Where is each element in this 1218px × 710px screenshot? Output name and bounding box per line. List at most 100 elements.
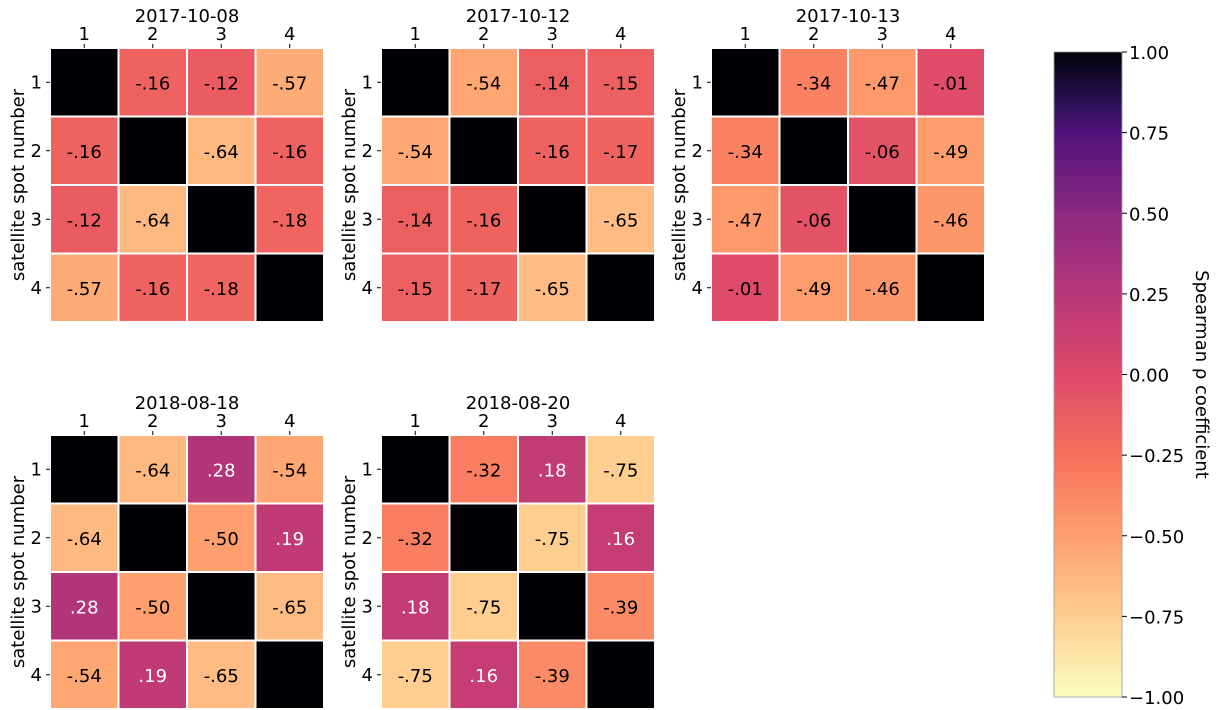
cell-value-label: -.50 [135,597,170,618]
cell-value-label: -.54 [272,460,307,481]
colorbar-tick-label: −1.00 [1129,688,1184,709]
heatmap-cell [517,252,588,323]
cell-value-label: -.16 [535,142,570,163]
heatmap-cell [117,184,188,255]
cell-value-label: -.65 [204,666,239,687]
y-tick-label: 2 [362,141,373,162]
cell-value-label: -.54 [398,142,433,163]
panel-title: 2018-08-18 [135,393,240,414]
y-tick-label: 2 [362,528,373,549]
cell-value-label: -.64 [135,210,170,231]
cell-value-label: -.12 [67,210,102,231]
x-tick-label: 3 [877,24,888,45]
y-axis-label: satellite spot number [669,88,690,281]
y-axis-label: satellite spot number [339,88,360,281]
cell-value-label: -.57 [272,73,307,94]
heatmap-cell [380,434,451,505]
x-tick-label: 1 [410,24,421,45]
heatmap-cell [186,434,257,505]
cell-value-label: -.16 [67,142,102,163]
heatmap-cell [915,252,986,323]
x-tick-label: 3 [216,411,227,432]
colorbar-tick-label: −0.75 [1129,607,1184,628]
cell-value-label: -.17 [466,279,501,300]
cell-value-label: -.64 [135,460,170,481]
x-tick-label: 4 [615,24,626,45]
colorbar-tick-label: −0.25 [1129,446,1184,467]
heatmap-panel: -.64 .28 -.54 -.64 -.50 .19 .28 -.50 -.65 -.54 .19… [8,393,325,710]
cell-value-label: -.64 [204,142,239,163]
heatmap-cell [254,115,325,186]
cell-value-label: -.49 [933,142,968,163]
heatmap-cell [517,434,588,505]
y-tick-label: 1 [362,72,373,93]
cell-value-label: -.14 [398,210,433,231]
heatmap-cell [778,115,849,186]
heatmap-cell [186,252,257,323]
heatmap-panel: -.16 -.12 -.57 -.16 -.64 -.16 -.12 -.64 -.18 -.57… [8,6,325,323]
cell-value-label: -.16 [135,279,170,300]
x-tick-label: 2 [147,411,158,432]
heatmap-panel: -.32 .18 -.75 -.32 -.75 .16 .18 -.75 -.39 -.75 .16… [339,393,656,710]
cell-value-label: -.18 [204,279,239,300]
heatmap-cell [778,184,849,255]
cell-value-label: -.65 [603,210,638,231]
y-tick-label: 2 [31,528,42,549]
x-tick-label: 2 [147,24,158,45]
colorbar-tick-label: 0.75 [1129,124,1169,145]
y-tick-label: 4 [692,278,703,299]
cell-value-label: -.57 [67,279,102,300]
heatmap-cell [448,115,519,186]
cell-value-label: -.47 [728,210,763,231]
y-tick-label: 4 [31,278,42,299]
x-tick-label: 1 [410,411,421,432]
y-tick-label: 3 [362,209,373,230]
heatmap-cell [585,502,656,573]
y-tick-label: 1 [692,72,703,93]
heatmap-cell [117,571,188,642]
cell-value-label: .16 [606,529,635,550]
colorbar-tick-label: 0.50 [1129,204,1169,225]
heatmap-cell [380,252,451,323]
y-tick-label: 3 [362,596,373,617]
y-axis-label: satellite spot number [8,475,29,668]
cell-value-label: .16 [469,666,498,687]
heatmap-cell [517,571,588,642]
cell-value-label: .19 [275,529,304,550]
x-tick-label: 3 [216,24,227,45]
cell-value-label: -.16 [135,73,170,94]
heatmap-cell [117,502,188,573]
cell-value-label: -.12 [204,73,239,94]
heatmap-cell [117,434,188,505]
panel-title: 2017-10-12 [466,6,571,27]
heatmap-cell [117,639,188,710]
y-tick-label: 2 [31,141,42,162]
cell-value-label: -.65 [272,597,307,618]
panel-title: 2017-10-08 [135,6,240,27]
y-tick-label: 1 [362,459,373,480]
heatmap-cell [915,47,986,118]
heatmap-cell [380,502,451,573]
cell-value-label: -.01 [933,73,968,94]
y-tick-label: 3 [31,596,42,617]
heatmap-cell [186,571,257,642]
heatmap-panel: -.54 -.14 -.15 -.54 -.16 -.17 -.14 -.16 -.65 -.15… [339,6,656,323]
x-tick-label: 1 [79,24,90,45]
cell-value-label: -.47 [865,73,900,94]
cell-value-label: .18 [538,460,567,481]
heatmap-cell [847,115,918,186]
heatmap-cell [517,115,588,186]
colorbar-tick-label: 0.25 [1129,285,1169,306]
heatmap-cell [254,571,325,642]
heatmap-cell [254,252,325,323]
colorbar-tick-label: 1.00 [1129,43,1169,64]
x-tick-label: 2 [808,24,819,45]
cell-value-label: -.32 [466,460,501,481]
cell-value-label: .18 [401,597,430,618]
cell-value-label: -.39 [535,666,570,687]
heatmap-cell [517,502,588,573]
cell-value-label: -.01 [728,279,763,300]
y-tick-label: 2 [692,141,703,162]
heatmap-cell [448,639,519,710]
heatmap-cell [710,47,781,118]
